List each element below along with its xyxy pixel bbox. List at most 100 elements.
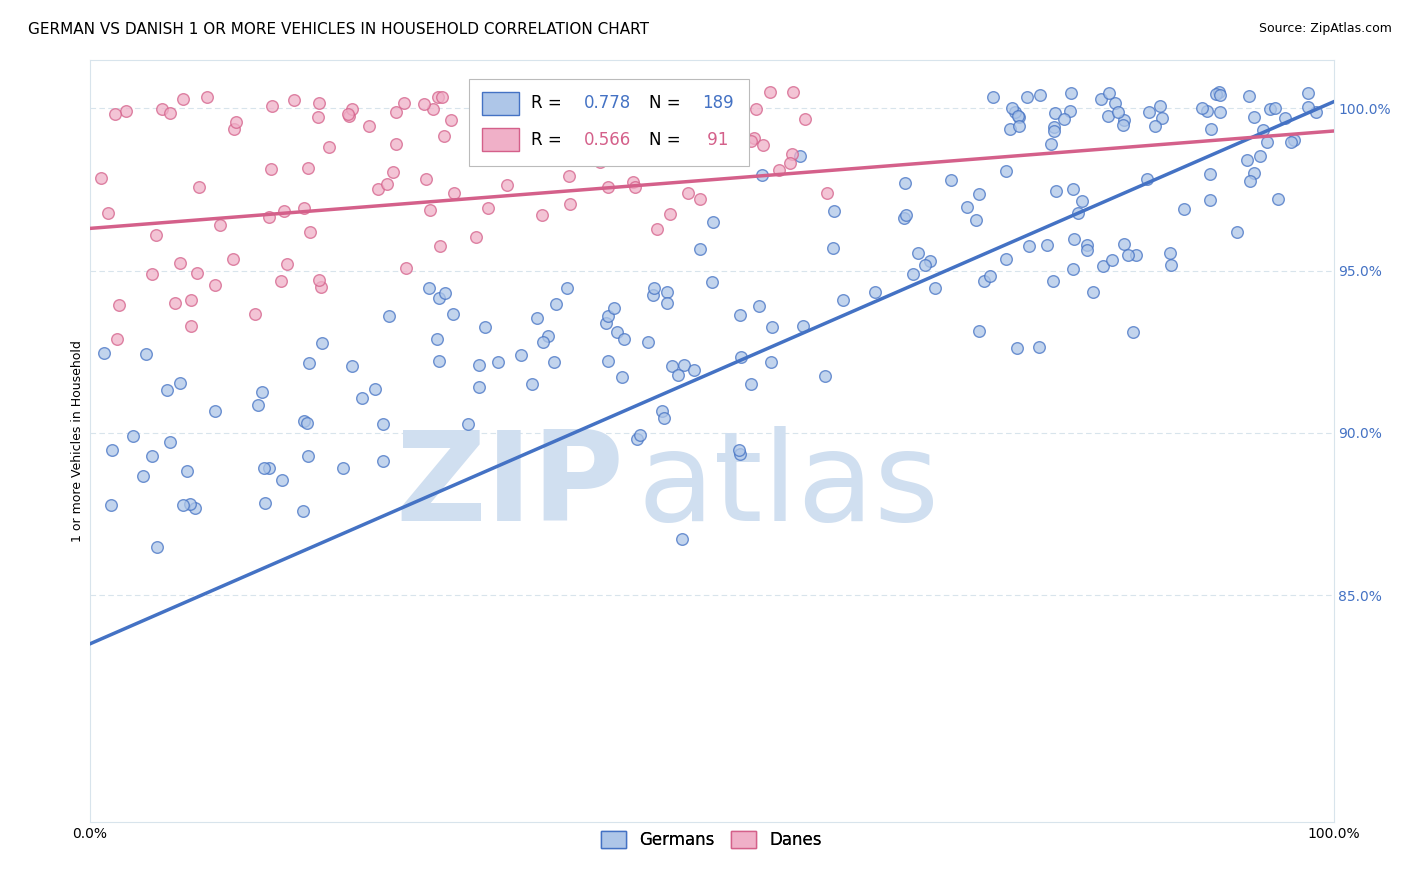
Point — [115, 104, 138, 119]
Point — [894, 207, 917, 221]
Point — [621, 175, 644, 189]
Point — [1264, 101, 1286, 115]
Point — [510, 348, 533, 362]
Point — [1243, 110, 1265, 124]
Text: Source: ZipAtlas.com: Source: ZipAtlas.com — [1258, 22, 1392, 36]
Point — [1112, 118, 1135, 132]
Point — [415, 172, 437, 186]
Point — [671, 532, 693, 546]
Point — [1296, 87, 1319, 101]
Point — [780, 147, 803, 161]
Point — [689, 192, 711, 206]
Point — [465, 230, 488, 244]
Point — [467, 380, 489, 394]
Point — [920, 254, 942, 268]
Point — [108, 298, 131, 312]
Text: N =: N = — [650, 131, 686, 149]
Point — [682, 85, 704, 99]
Point — [1004, 105, 1026, 120]
Point — [1042, 274, 1064, 288]
Point — [661, 359, 683, 373]
Point — [689, 243, 711, 257]
Point — [558, 197, 581, 211]
Point — [1039, 137, 1062, 152]
Point — [1112, 237, 1135, 252]
Point — [1090, 92, 1112, 106]
Point — [546, 297, 568, 311]
Point — [204, 278, 226, 293]
Point — [474, 319, 496, 334]
Point — [222, 252, 245, 266]
Point — [270, 274, 292, 288]
Point — [1150, 111, 1173, 125]
Point — [558, 169, 581, 184]
Point — [823, 204, 845, 219]
Point — [208, 218, 231, 232]
Point — [1045, 184, 1067, 198]
Point — [247, 398, 270, 412]
Point — [422, 102, 444, 116]
Point — [513, 118, 536, 132]
Point — [793, 112, 815, 127]
Point — [643, 288, 665, 302]
Point — [375, 178, 398, 192]
Point — [779, 156, 801, 170]
Point — [195, 89, 218, 103]
Point — [789, 149, 811, 163]
Point — [543, 355, 565, 369]
Point — [297, 449, 319, 463]
Point — [728, 308, 751, 322]
Point — [1008, 120, 1031, 134]
Point — [1239, 174, 1261, 188]
Point — [683, 363, 706, 377]
Point — [385, 136, 408, 151]
Y-axis label: 1 or more Vehicles in Household: 1 or more Vehicles in Household — [72, 340, 84, 542]
Point — [1195, 103, 1218, 118]
Point — [1267, 192, 1289, 206]
Point — [998, 122, 1021, 136]
Point — [1149, 99, 1171, 113]
Point — [967, 187, 990, 202]
Point — [1125, 248, 1147, 262]
Point — [596, 179, 619, 194]
Point — [429, 238, 451, 252]
Point — [176, 464, 198, 478]
Point — [1305, 105, 1327, 120]
Point — [188, 180, 211, 194]
Point — [309, 280, 332, 294]
Point — [433, 128, 456, 143]
Point — [526, 310, 548, 325]
Point — [1143, 119, 1166, 133]
Point — [673, 358, 696, 372]
Point — [378, 309, 401, 323]
Point — [477, 201, 499, 215]
Point — [914, 258, 936, 272]
Point — [1208, 86, 1230, 100]
Point — [121, 429, 143, 443]
Point — [1097, 109, 1119, 123]
Point — [1199, 168, 1222, 182]
Point — [186, 266, 208, 280]
Point — [297, 161, 319, 176]
Point — [225, 115, 247, 129]
Point — [1005, 341, 1028, 355]
Point — [1029, 87, 1052, 102]
Point — [585, 122, 607, 136]
Point — [308, 95, 330, 110]
Point — [90, 170, 112, 185]
Point — [1067, 206, 1090, 220]
Point — [169, 376, 191, 391]
Point — [1251, 123, 1274, 137]
Point — [1076, 238, 1098, 252]
Point — [180, 319, 202, 334]
Point — [337, 109, 360, 123]
Text: atlas: atlas — [637, 426, 939, 548]
Point — [1035, 237, 1057, 252]
Point — [100, 498, 122, 512]
Point — [1205, 87, 1227, 101]
Point — [169, 256, 191, 270]
Point — [655, 285, 678, 300]
Point — [337, 107, 360, 121]
Point — [813, 369, 835, 384]
Point — [624, 180, 647, 194]
